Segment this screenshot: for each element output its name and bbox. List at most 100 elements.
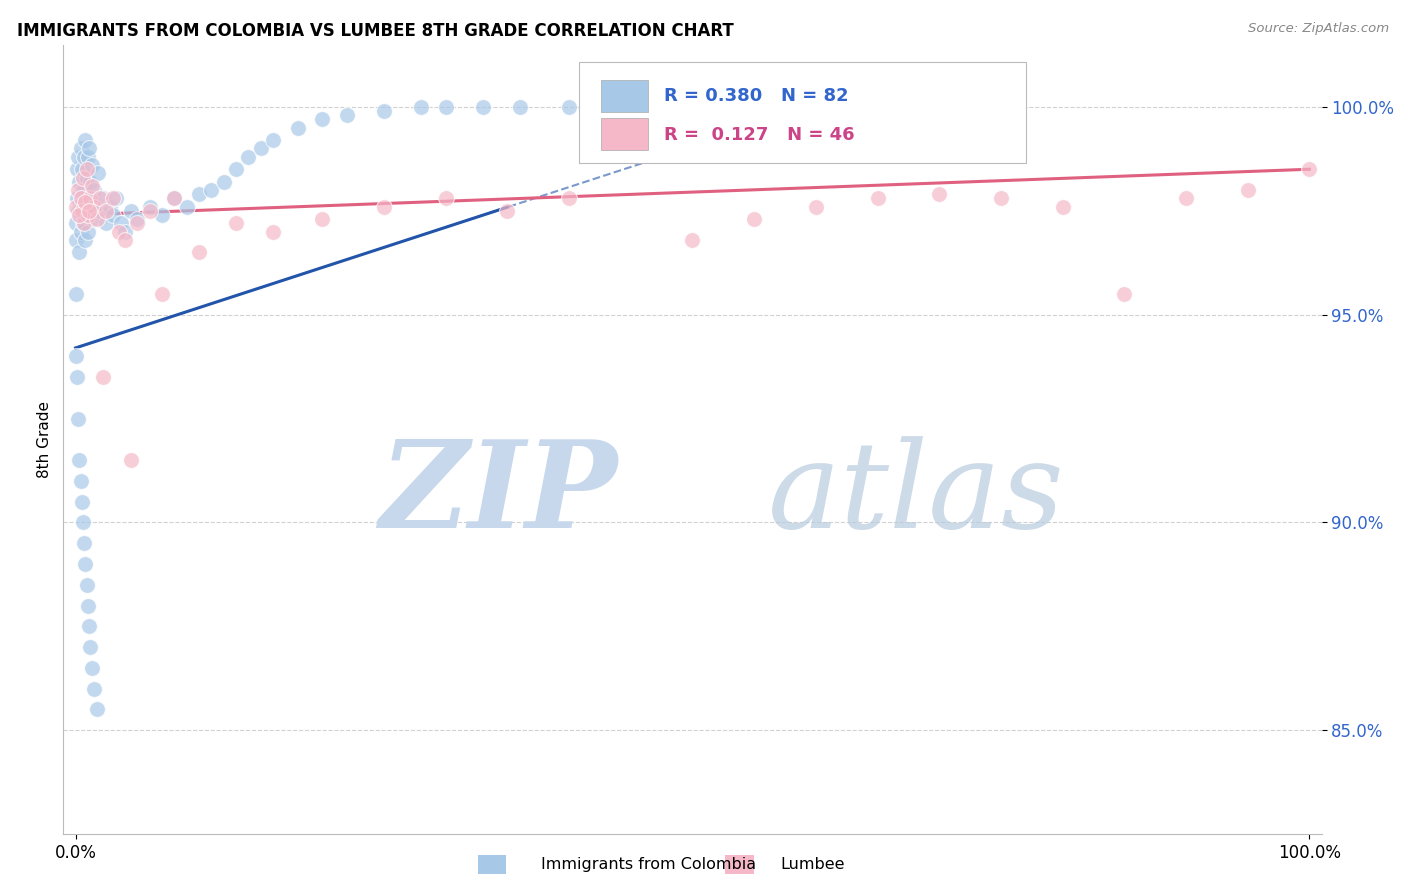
Text: Source: ZipAtlas.com: Source: ZipAtlas.com <box>1249 22 1389 36</box>
Text: atlas: atlas <box>768 436 1064 553</box>
Point <box>70 162 93 177</box>
Point <box>127 216 149 230</box>
Point <box>73 203 96 218</box>
Point <box>409 100 432 114</box>
Point <box>69 474 91 488</box>
Text: R =  0.127   N = 46: R = 0.127 N = 46 <box>664 127 853 145</box>
Point <box>65 349 87 363</box>
Point <box>373 200 395 214</box>
Point <box>65 200 87 214</box>
FancyBboxPatch shape <box>600 118 648 150</box>
Point <box>86 702 108 716</box>
Point <box>76 162 98 177</box>
Point <box>114 225 136 239</box>
Point <box>65 286 87 301</box>
Point <box>73 216 96 230</box>
FancyBboxPatch shape <box>600 80 648 112</box>
Point <box>120 203 142 218</box>
Point <box>66 370 89 384</box>
Point <box>77 150 100 164</box>
Point <box>77 203 100 218</box>
Point <box>80 191 103 205</box>
Point <box>682 233 704 247</box>
Text: Immigrants from Colombia: Immigrants from Colombia <box>541 857 756 872</box>
Point <box>138 200 160 214</box>
Point <box>804 100 827 114</box>
Point <box>80 158 103 172</box>
Point <box>67 208 90 222</box>
Point <box>77 225 100 239</box>
Point <box>76 578 98 592</box>
Point <box>163 191 186 205</box>
Point <box>76 200 98 214</box>
Point <box>65 233 87 247</box>
Point <box>79 191 101 205</box>
Point <box>262 133 284 147</box>
Point <box>1114 286 1136 301</box>
FancyBboxPatch shape <box>579 62 1026 163</box>
Point <box>620 100 643 114</box>
Point <box>77 599 100 613</box>
Point <box>238 150 260 164</box>
Point <box>742 100 765 114</box>
Point <box>73 536 96 550</box>
Point <box>89 191 111 205</box>
Point <box>82 212 104 227</box>
Point <box>80 178 103 193</box>
Point <box>96 203 118 218</box>
Point <box>742 212 765 227</box>
Point <box>176 200 198 214</box>
Point <box>77 208 100 222</box>
Point <box>101 208 124 222</box>
Point <box>105 191 128 205</box>
Point <box>434 100 457 114</box>
Point <box>96 216 118 230</box>
Point <box>77 141 100 155</box>
Point <box>225 216 247 230</box>
Point <box>69 191 91 205</box>
Point <box>91 370 114 384</box>
Point <box>311 112 333 127</box>
Point <box>114 233 136 247</box>
Point <box>84 200 107 214</box>
Point <box>509 100 531 114</box>
Point <box>67 411 90 425</box>
Text: R = 0.380   N = 82: R = 0.380 N = 82 <box>664 87 848 105</box>
Text: ZIP: ZIP <box>378 435 617 554</box>
Point <box>1174 191 1197 205</box>
Point <box>311 212 333 227</box>
Point <box>69 225 91 239</box>
Point <box>77 203 100 218</box>
Point <box>91 191 114 205</box>
Point <box>742 92 765 106</box>
Point <box>496 203 519 218</box>
Point <box>866 191 889 205</box>
Point <box>336 108 359 122</box>
Point <box>558 191 581 205</box>
Point <box>188 187 211 202</box>
Point <box>682 100 704 114</box>
Point <box>163 191 186 205</box>
Point <box>83 183 105 197</box>
Point <box>67 203 90 218</box>
Point <box>107 225 129 239</box>
Point <box>1298 162 1320 177</box>
Text: Lumbee: Lumbee <box>780 857 845 872</box>
Point <box>225 162 247 177</box>
Point <box>138 203 160 218</box>
Point <box>67 453 90 467</box>
Point <box>70 203 93 218</box>
Point <box>98 200 121 214</box>
Point <box>72 216 94 230</box>
Point <box>70 494 93 508</box>
Point <box>70 191 93 205</box>
Point <box>212 175 235 189</box>
Point <box>75 557 97 571</box>
Point <box>287 120 309 135</box>
Point <box>373 104 395 119</box>
Point <box>66 162 89 177</box>
Point <box>67 150 90 164</box>
Point <box>80 661 103 675</box>
Point <box>67 245 90 260</box>
Text: IMMIGRANTS FROM COLOMBIA VS LUMBEE 8TH GRADE CORRELATION CHART: IMMIGRANTS FROM COLOMBIA VS LUMBEE 8TH G… <box>17 22 734 40</box>
